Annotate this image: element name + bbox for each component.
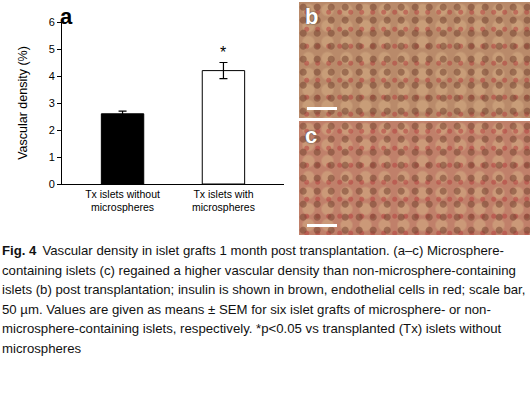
html-text:Fig. 4 Vascular density in isl: Fig. 4 Vascular density in islet grafts … xyxy=(2,243,526,356)
svg-text:5: 5 xyxy=(49,43,55,55)
svg-text:Tx islets withmicrospheres: Tx islets withmicrospheres xyxy=(192,188,255,214)
svg-text:Vascular density (%): Vascular density (%) xyxy=(16,46,30,160)
html-text:a: a xyxy=(60,4,73,29)
svg-text:6: 6 xyxy=(49,16,55,28)
svg-text:0: 0 xyxy=(49,178,55,190)
svg-text:1: 1 xyxy=(49,151,55,163)
html-text:c: c xyxy=(305,123,318,148)
html-text:b: b xyxy=(305,4,319,29)
svg-text:2: 2 xyxy=(49,124,55,136)
svg-text:4: 4 xyxy=(49,70,55,82)
svg-text:3: 3 xyxy=(49,97,55,109)
svg-text:Tx islets withoutmicrospheres: Tx islets withoutmicrospheres xyxy=(85,188,160,214)
svg-text:*: * xyxy=(220,44,226,61)
